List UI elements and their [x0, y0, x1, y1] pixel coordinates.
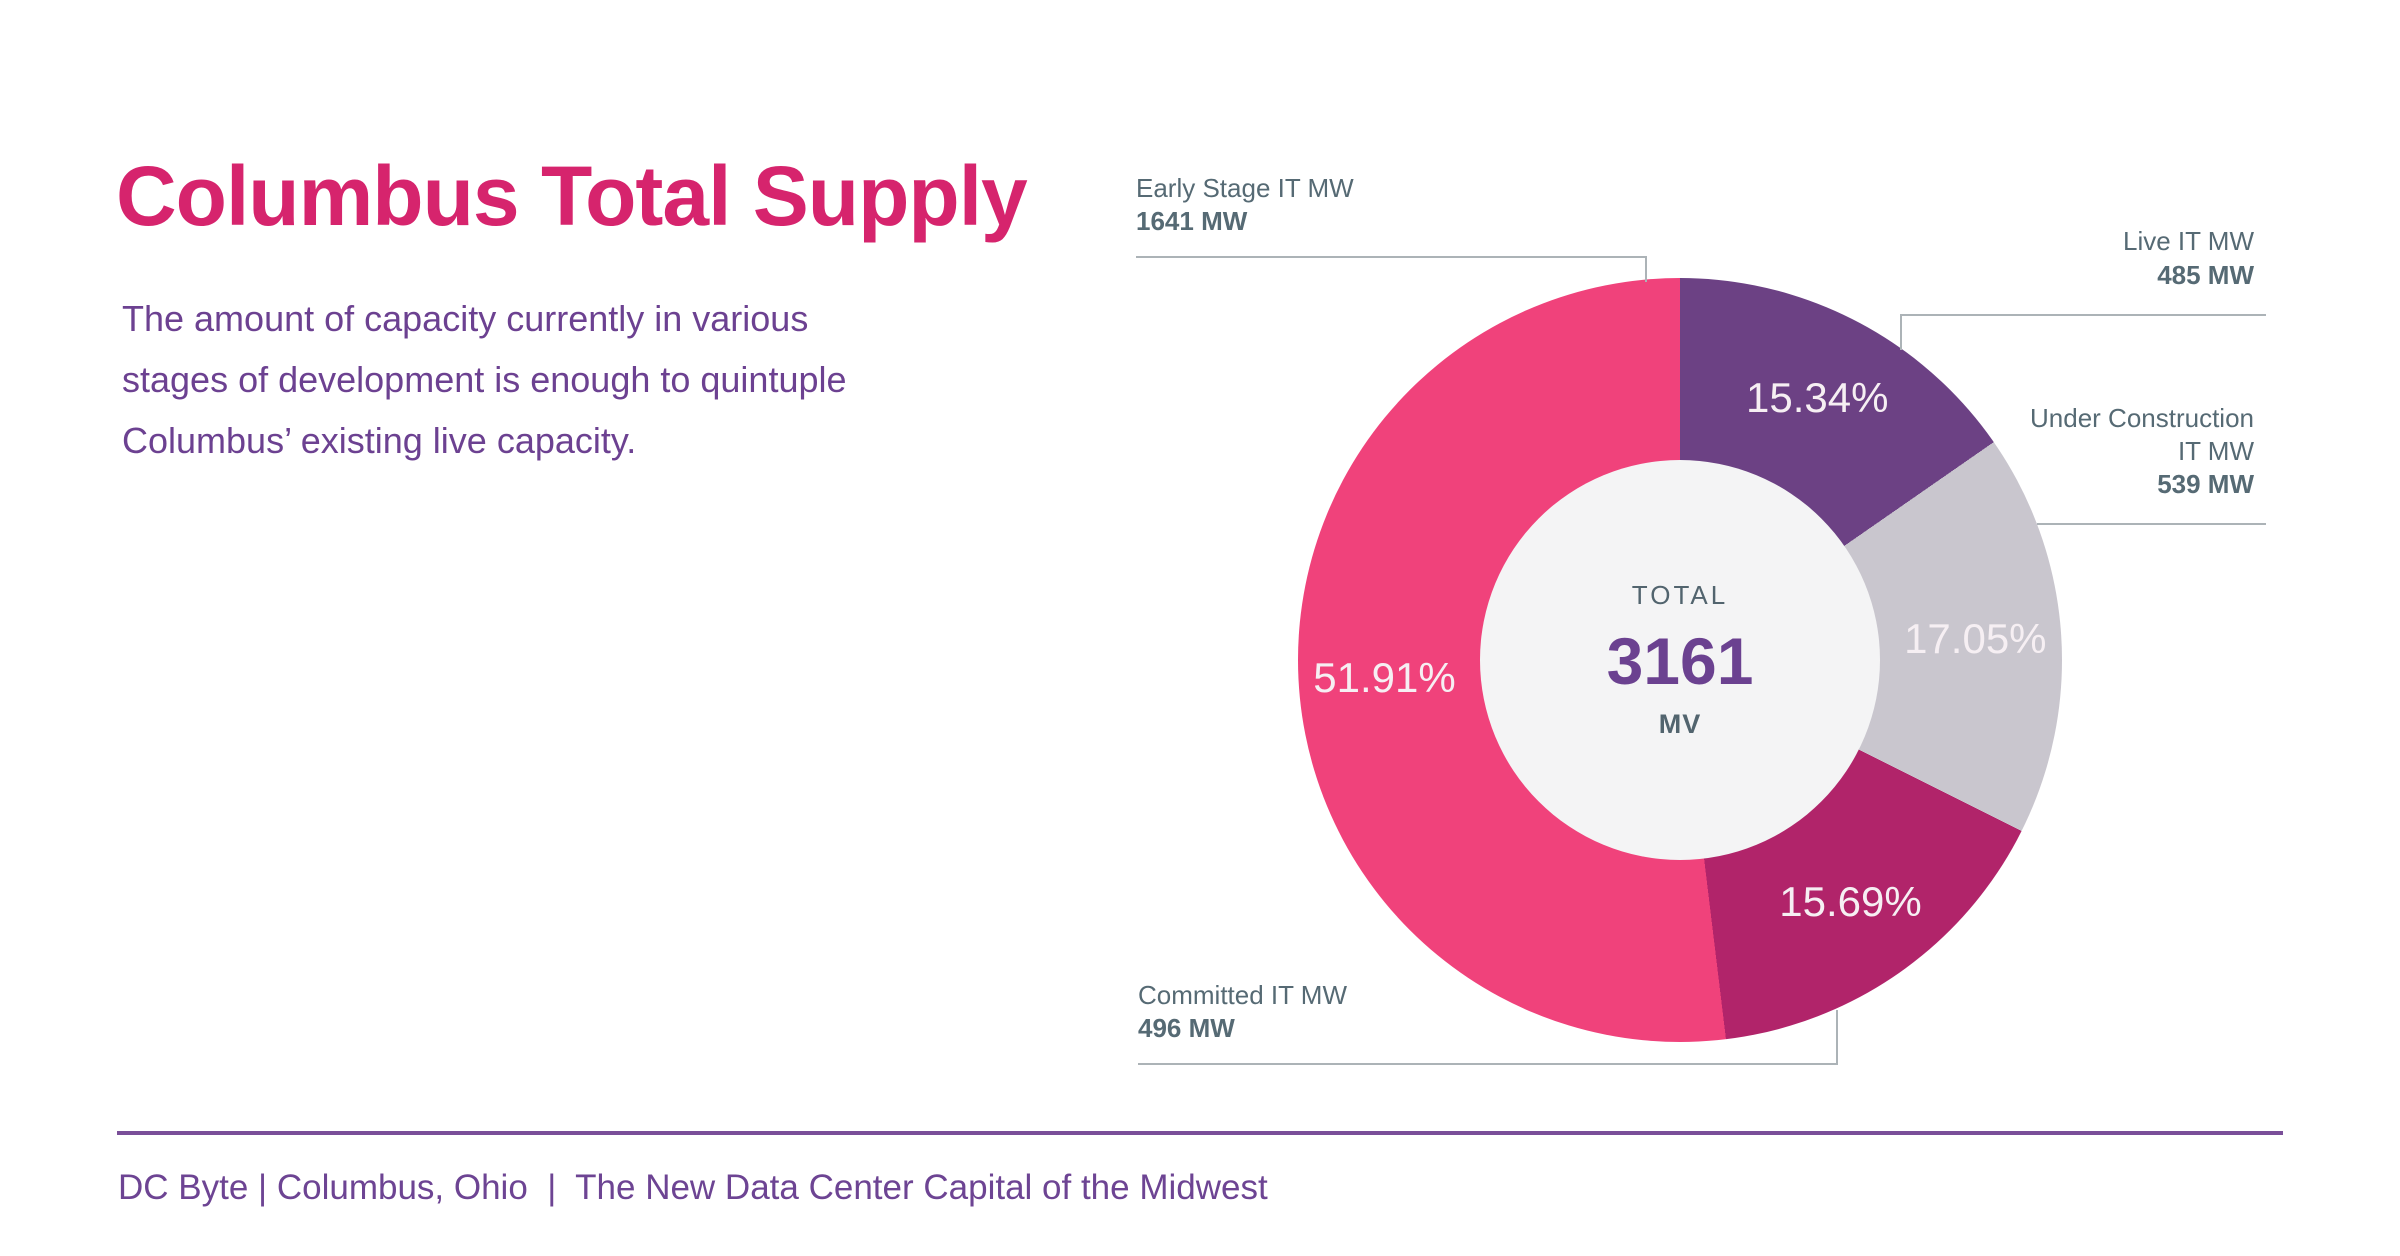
- total-unit: MV: [1658, 709, 1702, 739]
- callout-committed-label: Committed IT MW: [1138, 980, 1347, 1010]
- footer-attribution: DC Byte | Columbus, Ohio | The New Data …: [118, 1168, 1268, 1207]
- subtitle-line-3: Columbus’ existing live capacity.: [122, 420, 637, 461]
- callout-live-label: Live IT MW: [2123, 226, 2254, 256]
- callout-committed: Committed IT MW 496 MW: [1138, 979, 1347, 1045]
- callout-under-construction-label-1: Under Construction: [2030, 403, 2254, 433]
- total-label: TOTAL: [1631, 580, 1729, 610]
- page-subtitle: The amount of capacity currently in vari…: [122, 288, 847, 471]
- subtitle-line-2: stages of development is enough to quint…: [122, 359, 847, 400]
- slice-percent-label: 51.91%: [1313, 653, 1456, 701]
- callout-line-early-stage-h: [1136, 256, 1647, 258]
- slice-percent-label: 15.34%: [1745, 373, 1889, 421]
- donut-center-text: TOTAL 3161 MV: [1607, 580, 1754, 740]
- callout-under-construction: Under Construction IT MW 539 MW: [2030, 402, 2254, 501]
- callout-early-stage-label: Early Stage IT MW: [1136, 173, 1354, 203]
- donut-hole: [1480, 460, 1880, 860]
- callout-line-early-stage-v: [1645, 256, 1647, 282]
- subtitle-line-1: The amount of capacity currently in vari…: [122, 298, 809, 339]
- callout-line-committed-v: [1836, 1010, 1838, 1065]
- donut-chart: TOTAL 3161 MV 15.34% 17.05% 15.69% 51.91%: [1298, 278, 2062, 1042]
- callout-line-live-h: [1900, 314, 2266, 316]
- callout-early-stage: Early Stage IT MW 1641 MW: [1136, 172, 1354, 238]
- callout-early-stage-value: 1641 MW: [1136, 206, 1248, 236]
- callout-under-construction-label-2: IT MW: [2177, 436, 2254, 466]
- callout-live-value: 485 MW: [2157, 260, 2254, 290]
- total-value: 3161: [1606, 624, 1754, 698]
- callout-line-live-v: [1900, 314, 1902, 350]
- callout-under-construction-value: 539 MW: [2157, 469, 2254, 499]
- slice-percent-label: 15.69%: [1779, 878, 1922, 926]
- callout-line-committed-h: [1138, 1063, 1838, 1065]
- callout-line-under-construction-h: [2037, 523, 2266, 525]
- slice-percent-label: 17.05%: [1904, 614, 2047, 662]
- callout-live: Live IT MW 485 MW: [2123, 224, 2254, 292]
- page-title: Columbus Total Supply: [116, 149, 1028, 243]
- footer-divider: [117, 1131, 2283, 1135]
- callout-committed-value: 496 MW: [1138, 1013, 1235, 1043]
